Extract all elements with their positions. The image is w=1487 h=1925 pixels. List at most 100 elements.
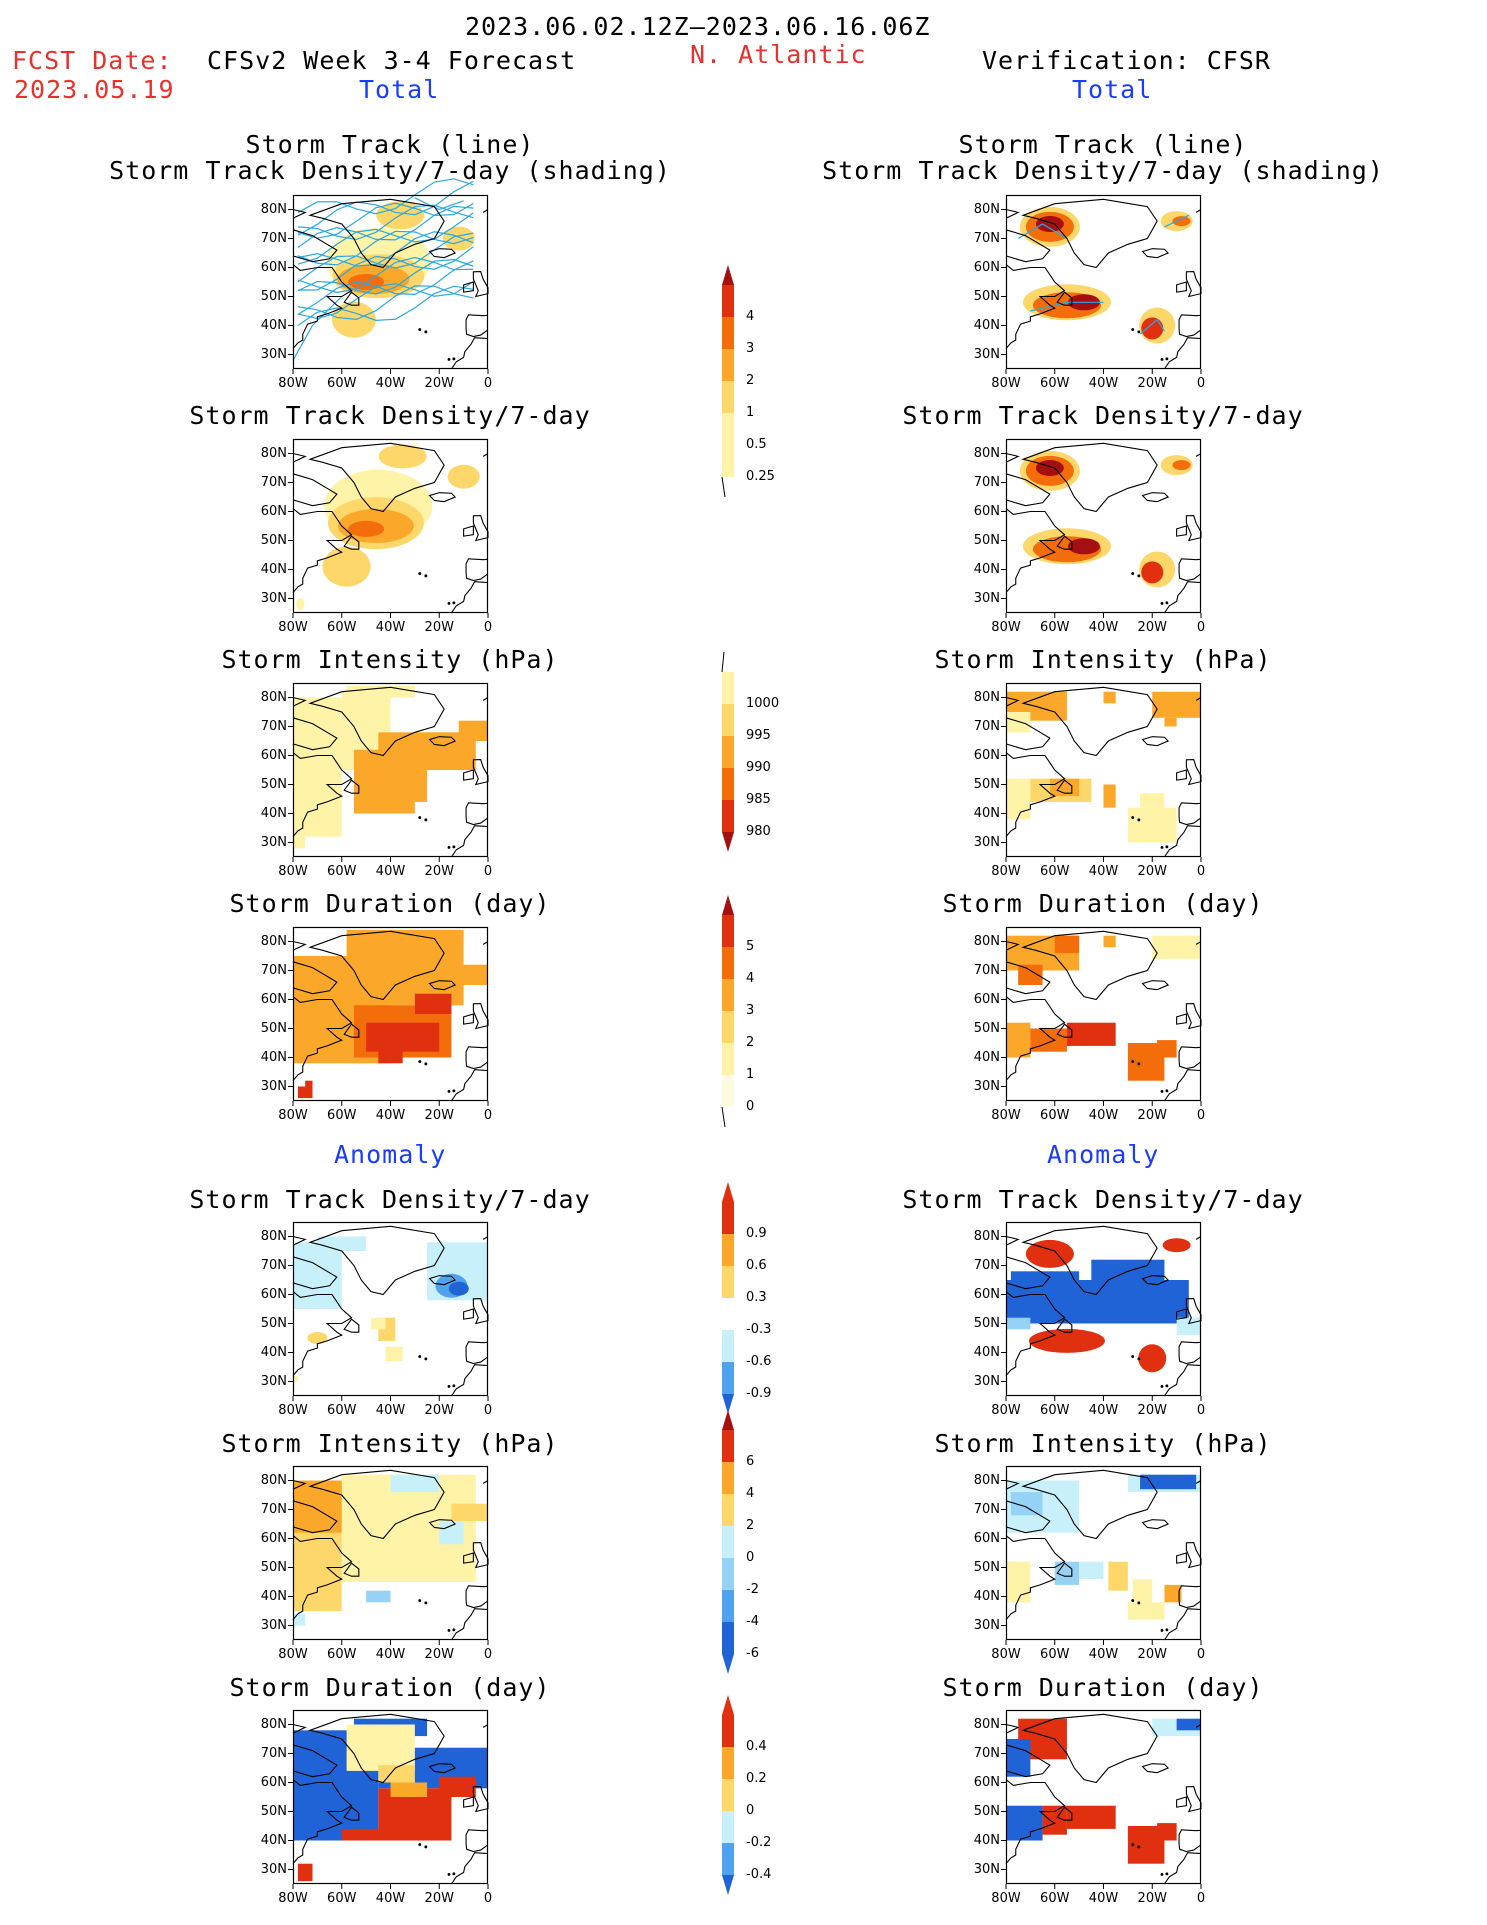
right-anom-intensity-title: Storm Intensity (hPa) (934, 1429, 1272, 1458)
colorbar-intensity-anom-label: -2 (746, 1582, 759, 1597)
map-fcst-anom-intensity: 80N 70N 60N 50N 40N 30N 80W 60W 40W 20W 0 (261, 1465, 492, 1662)
lat-tick-label: 50N (260, 288, 287, 304)
colorbar-intensity-total-label: 995 (746, 728, 771, 743)
lon-tick-label: 40W (1088, 864, 1119, 879)
lon-tick-label: 60W (327, 1891, 357, 1906)
colorbar-intensity-anom-label: 4 (746, 1486, 755, 1501)
lat-tick-label: 40N (260, 1832, 287, 1848)
map-obs-duration: 80N 70N 60N 50N 40N 30N 80W 60W 40W 20W 0 (974, 926, 1205, 1123)
lat-tick-label: 30N (973, 1078, 1000, 1094)
map-fcst-density: 80N 70N 60N 50N 40N 30N 80W 60W 40W 20W 0 (261, 438, 492, 635)
lat-tick-label: 60N (973, 747, 1000, 763)
lat-tick-label: 70N (260, 718, 287, 734)
colorbar-density-anom-label: -0.6 (746, 1354, 772, 1369)
lat-tick-label: 80N (260, 689, 287, 705)
colorbar-intensity-anom-label: 2 (746, 1518, 755, 1533)
colorbar-density-anom-label: 0.6 (746, 1258, 767, 1273)
lat-tick-label: 80N (260, 201, 287, 217)
lon-tick-label: 60W (1040, 1108, 1070, 1123)
lon-tick-label: 20W (1137, 1108, 1167, 1123)
lon-tick-label: 80W (991, 1108, 1021, 1123)
map-plot (1001, 438, 1202, 618)
right-density-title: Storm Track Density/7-day (902, 401, 1304, 430)
map-fcst-anom-duration: 80N 70N 60N 50N 40N 30N 80W 60W 40W 20W 0 (261, 1709, 492, 1906)
colorbar-density-anom (722, 1182, 734, 1414)
lat-tick-label: 50N (973, 1315, 1000, 1331)
lat-tick-label: 50N (260, 1020, 287, 1036)
lon-tick-label: 40W (375, 376, 406, 391)
map-obs-anom-density: 80N 70N 60N 50N 40N 30N 80W 60W 40W 20W 0 (974, 1221, 1205, 1418)
map-plot (288, 1465, 489, 1645)
lon-tick-label: 60W (1040, 1403, 1070, 1418)
lat-tick-label: 70N (260, 1745, 287, 1761)
lat-tick-label: 70N (260, 230, 287, 246)
lat-tick-label: 50N (260, 776, 287, 792)
fcst-date-value: 2023.05.19 (14, 75, 175, 104)
lon-tick-label: 20W (1137, 620, 1167, 635)
lon-tick-label: 80W (278, 376, 308, 391)
lon-tick-label: 80W (278, 620, 308, 635)
right-total-label: Total (1072, 75, 1153, 104)
colorbar-duration-anom-label: 0 (746, 1803, 755, 1818)
map-obs-track: 80N 70N 60N 50N 40N 30N 80W 60W 40W 20W 0 (974, 194, 1205, 391)
lat-tick-label: 30N (260, 834, 287, 850)
lon-tick-label: 40W (1088, 1647, 1119, 1662)
lat-tick-label: 70N (973, 474, 1000, 490)
lon-tick-label: 60W (327, 1647, 357, 1662)
lat-tick-label: 50N (973, 776, 1000, 792)
lon-tick-label: 0 (483, 1108, 493, 1123)
lon-tick-label: 0 (1196, 864, 1206, 879)
left-anom-density-title: Storm Track Density/7-day (189, 1185, 591, 1214)
colorbar-density-total-label: 2 (746, 373, 755, 388)
lat-tick-label: 80N (260, 933, 287, 949)
left-anom-duration-title: Storm Duration (day) (229, 1673, 551, 1702)
lat-tick-label: 50N (973, 288, 1000, 304)
lon-tick-label: 60W (327, 620, 357, 635)
lat-tick-label: 30N (973, 834, 1000, 850)
lon-tick-label: 60W (1040, 1891, 1070, 1906)
lon-tick-label: 0 (483, 1403, 493, 1418)
colorbar-density-total-label: 0.5 (746, 437, 767, 452)
lat-tick-label: 50N (260, 532, 287, 548)
colorbar-density-anom-label: 0.9 (746, 1226, 767, 1241)
lat-tick-label: 30N (973, 1617, 1000, 1633)
colorbar-density-total (721, 265, 734, 497)
lat-tick-label: 30N (260, 1373, 287, 1389)
lon-tick-label: 20W (424, 1108, 454, 1123)
lon-tick-label: 60W (327, 1403, 357, 1418)
lon-tick-label: 0 (1196, 1403, 1206, 1418)
lon-tick-label: 0 (483, 376, 493, 391)
left-track-shading-title: Storm Track Density/7-day (shading) (109, 156, 671, 185)
lat-tick-label: 80N (260, 1472, 287, 1488)
map-obs-anom-duration: 80N 70N 60N 50N 40N 30N 80W 60W 40W 20W 0 (974, 1709, 1205, 1906)
lat-tick-label: 50N (260, 1559, 287, 1575)
lat-tick-label: 40N (973, 805, 1000, 821)
lat-tick-label: 50N (260, 1315, 287, 1331)
lat-tick-label: 30N (260, 1078, 287, 1094)
left-density-title: Storm Track Density/7-day (189, 401, 591, 430)
lon-tick-label: 80W (991, 376, 1021, 391)
lat-tick-label: 60N (260, 1774, 287, 1790)
lon-tick-label: 80W (278, 1403, 308, 1418)
colorbar-intensity-total-label: 990 (746, 760, 771, 775)
lon-tick-label: 80W (991, 1647, 1021, 1662)
right-anom-density-title: Storm Track Density/7-day (902, 1185, 1304, 1214)
colorbar-intensity-total-label: 1000 (746, 696, 780, 711)
lon-tick-label: 80W (991, 1403, 1021, 1418)
lat-tick-label: 70N (973, 718, 1000, 734)
verification-title: Verification: CFSR (982, 46, 1271, 75)
lon-tick-label: 20W (424, 1403, 454, 1418)
map-obs-intensity: 80N 70N 60N 50N 40N 30N 80W 60W 40W 20W 0 (974, 682, 1205, 879)
lon-tick-label: 80W (991, 1891, 1021, 1906)
lon-tick-label: 40W (375, 1647, 406, 1662)
right-duration-title: Storm Duration (day) (942, 889, 1264, 918)
lat-tick-label: 80N (973, 1716, 1000, 1732)
fcst-date-label: FCST Date: (12, 46, 173, 75)
lon-tick-label: 40W (1088, 376, 1119, 391)
lon-tick-label: 40W (1088, 1108, 1119, 1123)
lat-tick-label: 60N (260, 1530, 287, 1546)
right-track-shading-title: Storm Track Density/7-day (shading) (822, 156, 1384, 185)
map-plot (1001, 194, 1202, 374)
colorbar-density-anom-label: 0.3 (746, 1290, 767, 1305)
map-plot (288, 682, 489, 862)
